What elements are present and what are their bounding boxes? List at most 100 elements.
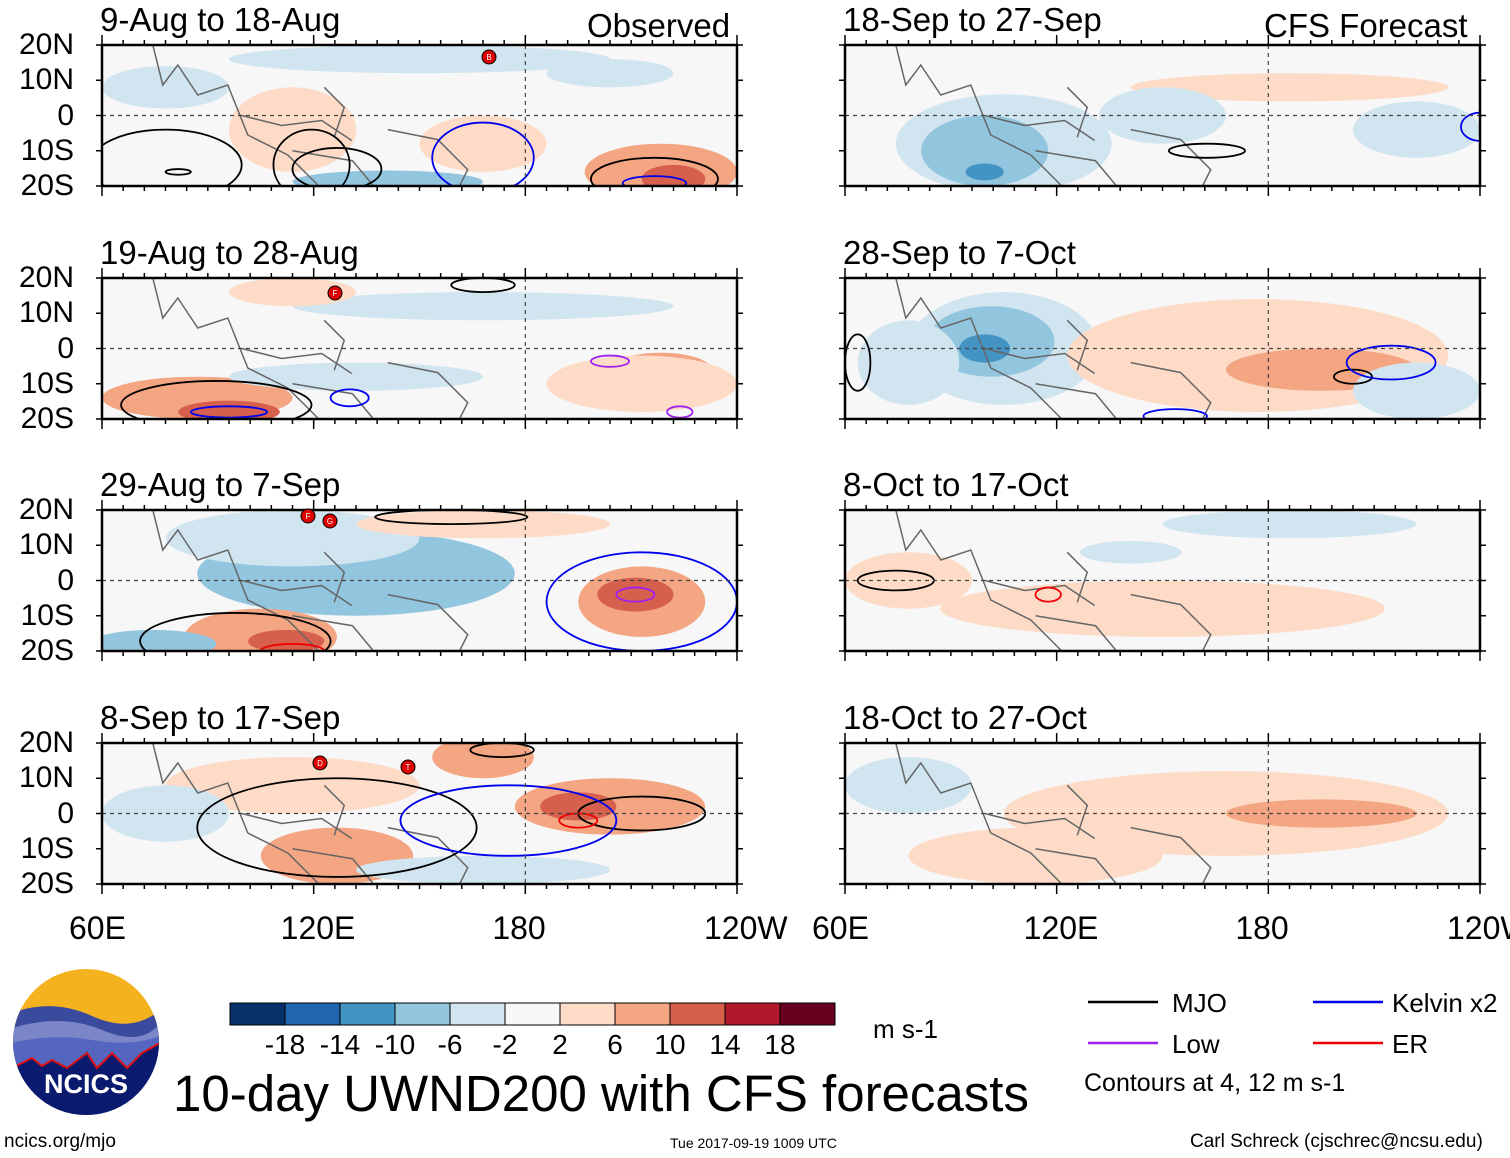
contour-mjo (120, 380, 313, 419)
lat-label: 20N (18, 261, 74, 294)
wind-anomaly-region (857, 320, 960, 405)
panel-title: 18-Oct to 27-Oct (843, 699, 1087, 736)
coastline (152, 278, 469, 419)
map-panel-forecast-3 (839, 500, 1486, 661)
contour-er (259, 643, 326, 651)
author-credit: Carl Schreck (cjschrec@ncsu.edu) (1190, 1131, 1483, 1152)
contour-kelvin (399, 784, 618, 857)
contour-mjo (1167, 142, 1246, 159)
legend-label-low: Low (1172, 1029, 1220, 1059)
colorbar-swatch (559, 1002, 616, 1026)
contour-er (558, 812, 599, 829)
colorbar-label: 14 (709, 1029, 741, 1060)
colorbar-swatch (504, 1002, 561, 1026)
contour-low (666, 405, 694, 419)
colorbar-swatch (779, 1002, 836, 1026)
panel-title: 29-Aug to 7-Sep (100, 466, 341, 503)
lat-label: 0 (57, 563, 74, 597)
colorbar-label: 2 (552, 1029, 568, 1060)
coastline (895, 278, 1212, 419)
map-panel-forecast-4 (839, 733, 1486, 894)
tropical-cyclone-marker: B (481, 49, 497, 65)
wind-anomaly-region (165, 757, 420, 814)
timestamp: Tue 2017-09-19 1009 UTC (670, 1135, 837, 1151)
wind-anomaly-region (292, 170, 483, 186)
colorbar-label: -10 (374, 1029, 416, 1060)
map-panel-observed-4 (96, 733, 743, 894)
wind-anomaly-region (102, 629, 217, 651)
contour-mjo (1333, 368, 1373, 385)
map-panel-observed-1 (96, 35, 743, 196)
wind-anomaly-region (546, 355, 737, 412)
wind-anomaly-region (1226, 799, 1417, 828)
lat-label: 10S (20, 133, 74, 167)
svg-text:B: B (486, 53, 491, 62)
lon-label: 120W (1447, 910, 1510, 946)
colorbar-units: m s-1 (873, 1014, 938, 1044)
wind-anomaly-region (102, 66, 229, 109)
colorbar-label: -2 (492, 1029, 518, 1060)
lat-label: 10N (18, 296, 74, 330)
wind-anomaly-region (908, 827, 1163, 884)
contour-mjo (139, 612, 332, 651)
tropical-cyclone-marker: F (327, 285, 343, 301)
map-panel-forecast-1 (839, 35, 1486, 196)
map-panel-observed-3 (96, 500, 743, 661)
lat-label: 20S (20, 634, 74, 667)
panel-title: 9-Aug to 18-Aug (100, 1, 341, 38)
lat-label: 20S (20, 867, 74, 900)
colorbar-label: -14 (319, 1029, 361, 1060)
contour-mjo (272, 128, 351, 186)
lat-label: 10N (18, 761, 74, 795)
wind-anomaly-region (1162, 510, 1417, 539)
map-panel-forecast-2 (839, 268, 1486, 429)
lon-label: 120E (1023, 910, 1099, 946)
panel-title: 18-Sep to 27-Sep (843, 1, 1102, 38)
colorbar-label: 10 (654, 1029, 686, 1060)
colorbar-label: 18 (764, 1029, 796, 1060)
lat-label: 10S (20, 598, 74, 632)
colorbar-swatch (339, 1002, 396, 1026)
panel-title: 28-Sep to 7-Oct (843, 234, 1076, 271)
lat-label: 10S (20, 831, 74, 865)
contour-kelvin (431, 121, 535, 186)
coastline (152, 510, 469, 651)
contour-mjo (845, 333, 872, 392)
panel-title: 19-Aug to 28-Aug (100, 234, 359, 271)
source-url: ncics.org/mjo (4, 1131, 116, 1152)
lat-label: 0 (57, 796, 74, 830)
contour-kelvin (1142, 408, 1208, 419)
contour-mjo (450, 278, 516, 293)
lon-label: 60E (69, 910, 126, 946)
lon-label: 120W (704, 910, 788, 946)
wind-anomaly-region (641, 164, 706, 186)
contour-kelvin (1345, 344, 1437, 381)
lon-label: 120E (280, 910, 356, 946)
coastline (895, 743, 1212, 884)
lat-label: 20N (18, 493, 74, 526)
contour-note: Contours at 4, 12 m s-1 (1084, 1069, 1346, 1097)
contour-kelvin (621, 175, 688, 186)
svg-text:D: D (317, 759, 323, 768)
colorbar-swatch (724, 1002, 781, 1026)
logo-text: NCICS (44, 1069, 128, 1099)
lat-label: 0 (57, 98, 74, 132)
coastline (152, 743, 469, 884)
panel-title: 8-Sep to 17-Sep (100, 699, 341, 736)
svg-text:T: T (406, 763, 411, 772)
contour-kelvin (329, 388, 370, 408)
wind-anomaly-region (292, 292, 674, 321)
contour-mjo (374, 510, 529, 525)
contour-kelvin (189, 405, 268, 419)
map-panel-observed-2 (96, 268, 743, 429)
legend-label-er: ER (1392, 1029, 1429, 1059)
colorbar-swatch (394, 1002, 451, 1026)
lat-label: 10N (18, 63, 74, 97)
contour-mjo (164, 168, 192, 176)
contour-mjo (590, 156, 719, 186)
tropical-cyclone-marker: T (400, 759, 416, 775)
wind-anomaly-region (356, 855, 610, 884)
contour-low (615, 586, 656, 603)
